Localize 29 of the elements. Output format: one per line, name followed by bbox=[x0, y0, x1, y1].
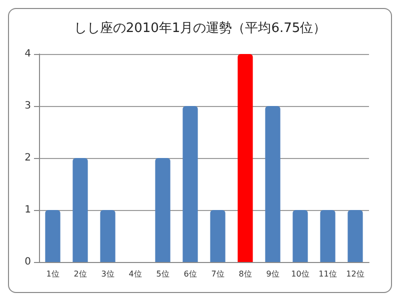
x-tick-label: 6位 bbox=[184, 270, 197, 278]
chart-title: しし座の2010年1月の運勢（平均6.75位） bbox=[74, 20, 326, 36]
y-tick-label: 2 bbox=[24, 152, 31, 164]
x-tick-label: 9位 bbox=[266, 270, 280, 278]
y-tick-label: 0 bbox=[24, 256, 31, 268]
bar bbox=[155, 158, 170, 262]
x-tick-label: 2位 bbox=[74, 270, 87, 278]
bar bbox=[72, 158, 88, 262]
bar bbox=[182, 106, 198, 262]
y-tick-label: 1 bbox=[24, 204, 31, 216]
bar bbox=[238, 54, 253, 262]
x-tick-label: 10位 bbox=[291, 270, 310, 278]
x-tick-label: 11位 bbox=[318, 270, 337, 278]
x-tick-label: 7位 bbox=[211, 270, 224, 278]
x-tick-label: 4位 bbox=[128, 270, 142, 278]
bar bbox=[100, 210, 116, 262]
bar bbox=[210, 210, 226, 262]
x-tick-label: 5位 bbox=[156, 270, 170, 278]
y-tick-label: 4 bbox=[24, 48, 31, 60]
x-tick-label: 8位 bbox=[238, 270, 252, 278]
x-tick-label: 12位 bbox=[346, 270, 364, 278]
bar bbox=[45, 210, 60, 262]
bar bbox=[292, 210, 308, 262]
bar bbox=[348, 210, 363, 262]
x-tick-label: 3位 bbox=[101, 270, 114, 278]
x-tick-label: 1位 bbox=[46, 270, 60, 278]
bar bbox=[265, 106, 280, 262]
y-tick-label: 3 bbox=[24, 100, 31, 112]
bar bbox=[320, 210, 336, 262]
